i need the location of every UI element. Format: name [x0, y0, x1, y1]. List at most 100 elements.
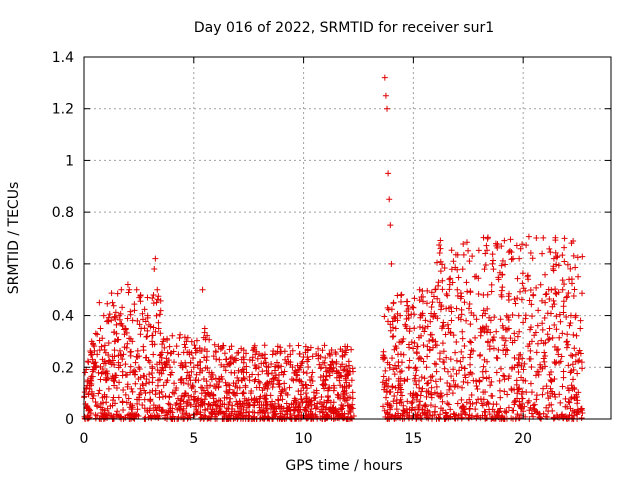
data-point	[444, 400, 451, 407]
data-point	[335, 412, 342, 419]
data-point	[460, 378, 467, 385]
data-point	[577, 325, 584, 332]
data-point	[238, 403, 245, 410]
data-point	[465, 247, 472, 254]
data-point	[294, 362, 301, 369]
data-point	[289, 347, 296, 354]
data-point	[147, 396, 154, 403]
data-point	[348, 346, 355, 353]
data-point	[105, 385, 112, 392]
x-tick-labels: 0 5 10 15 20	[80, 431, 533, 447]
data-point	[550, 297, 557, 304]
data-point	[224, 389, 231, 396]
data-point	[414, 343, 421, 350]
data-point	[546, 325, 553, 332]
data-point	[523, 242, 530, 249]
data-point	[293, 376, 300, 383]
data-point	[418, 374, 425, 381]
data-point	[224, 361, 231, 368]
data-point	[232, 355, 239, 362]
data-point	[437, 376, 444, 383]
data-point	[514, 386, 521, 393]
data-point	[153, 312, 160, 319]
data-point	[163, 379, 170, 386]
data-point	[382, 92, 389, 99]
data-point	[419, 409, 426, 416]
data-point	[202, 364, 209, 371]
data-point	[143, 380, 150, 387]
data-point	[254, 355, 261, 362]
data-point	[554, 253, 561, 260]
data-point	[241, 413, 248, 420]
data-point	[575, 358, 582, 365]
data-point	[447, 406, 454, 413]
data-point	[187, 359, 194, 366]
data-point	[103, 399, 110, 406]
data-point	[346, 394, 353, 401]
data-point	[204, 389, 211, 396]
data-point	[545, 336, 552, 343]
data-point	[150, 292, 157, 299]
data-point	[454, 383, 461, 390]
data-point	[459, 335, 466, 342]
data-point	[240, 356, 247, 363]
data-point	[469, 400, 476, 407]
data-point	[146, 371, 153, 378]
data-point	[174, 406, 181, 413]
data-point	[333, 368, 340, 375]
data-point	[491, 314, 498, 321]
data-point	[97, 400, 104, 407]
data-point	[419, 310, 426, 317]
data-point	[564, 331, 571, 338]
data-point	[533, 409, 540, 416]
data-point	[125, 395, 132, 402]
data-point	[423, 300, 430, 307]
data-point	[570, 366, 577, 373]
data-point	[480, 234, 487, 241]
data-point	[341, 366, 348, 373]
data-point	[221, 394, 228, 401]
data-point	[428, 331, 435, 338]
data-point	[300, 354, 307, 361]
data-point	[281, 385, 288, 392]
data-point	[522, 287, 529, 294]
data-point	[284, 353, 291, 360]
data-point	[341, 391, 348, 398]
data-point	[466, 405, 473, 412]
data-point	[324, 397, 331, 404]
data-point	[458, 348, 465, 355]
data-point	[196, 358, 203, 365]
data-points	[81, 74, 586, 422]
data-point	[468, 309, 475, 316]
data-point	[347, 414, 354, 421]
data-point	[386, 402, 393, 409]
data-point	[483, 375, 490, 382]
data-point	[534, 368, 541, 375]
data-point	[446, 276, 453, 283]
data-point	[570, 293, 577, 300]
data-point	[166, 343, 173, 350]
data-point	[552, 394, 559, 401]
data-point	[565, 387, 572, 394]
data-point	[573, 393, 580, 400]
data-point	[137, 298, 144, 305]
data-point	[110, 329, 117, 336]
data-point	[515, 356, 522, 363]
data-point	[256, 384, 263, 391]
data-point	[447, 356, 454, 363]
data-point	[200, 375, 207, 382]
x-tick-label: 5	[189, 431, 198, 447]
data-point	[342, 397, 349, 404]
data-point	[460, 354, 467, 361]
data-point	[273, 359, 280, 366]
data-point	[192, 403, 199, 410]
data-point	[253, 348, 260, 355]
data-point	[132, 371, 139, 378]
data-point	[162, 361, 169, 368]
x-tick-label: 15	[404, 431, 422, 447]
data-point	[499, 322, 506, 329]
data-point	[318, 401, 325, 408]
data-point	[349, 365, 356, 372]
data-point	[526, 297, 533, 304]
data-point	[559, 383, 566, 390]
